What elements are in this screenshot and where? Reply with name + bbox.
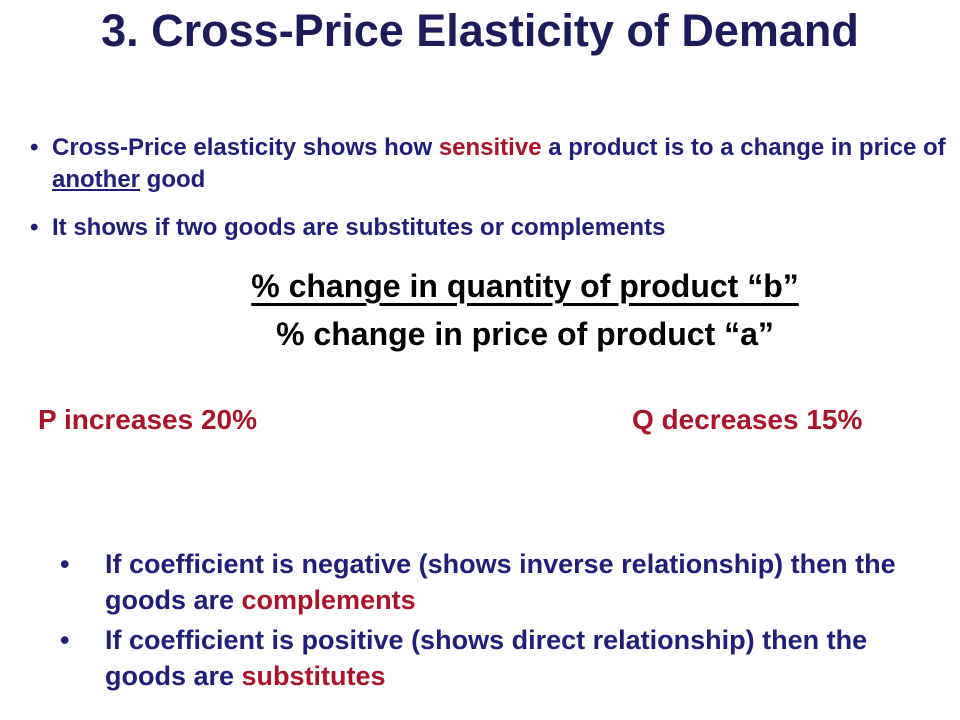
bullet-text: It shows if two goods are substitutes or… xyxy=(52,212,952,244)
bullet-dot: • xyxy=(60,549,70,579)
denominator: % change in price of product “a” xyxy=(276,316,774,352)
underlined: another xyxy=(52,166,141,193)
formula: % change in quantity of product “b” % ch… xyxy=(100,262,950,358)
emphasis: sensitive xyxy=(438,134,542,161)
emphasis: complements xyxy=(241,585,416,615)
text: good xyxy=(140,166,206,193)
text: a product is to a change in price of xyxy=(541,134,946,161)
bullet-text: If coefficient is positive (shows direct… xyxy=(105,622,945,694)
text: If coefficient is negative (shows invers… xyxy=(105,549,896,615)
numerator: % change in quantity of product “b” xyxy=(251,268,799,304)
bullet-dot: • xyxy=(30,214,39,241)
bullet-dot: • xyxy=(60,625,70,655)
text: If coefficient is positive (shows direct… xyxy=(105,625,868,691)
example-right: Q decreases 15% xyxy=(632,404,863,435)
bullet-dot: • xyxy=(30,134,39,161)
bullet-text: If coefficient is negative (shows invers… xyxy=(105,546,945,618)
text: It shows if two goods are substitutes or… xyxy=(52,214,666,241)
bullet-text: Cross-Price elasticity shows how sensiti… xyxy=(52,132,952,196)
emphasis: substitutes xyxy=(241,661,386,691)
example-left: P increases 20% xyxy=(38,404,257,435)
title: 3. Cross-Price Elasticity of Demand xyxy=(101,5,859,56)
text: Cross-Price elasticity shows how xyxy=(52,134,439,161)
